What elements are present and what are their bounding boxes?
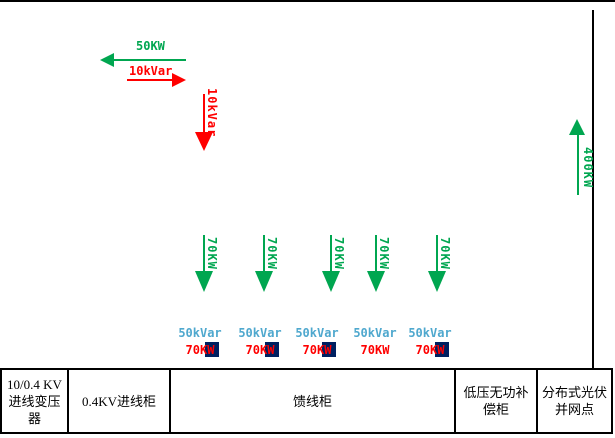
feeder-arrow-line [375,235,377,273]
feeder-flow-label: 70KW [438,237,452,270]
pv-arrow-up-icon [569,119,585,135]
reactive-down-arrow-icon [195,132,213,151]
active-export-arrow-line [112,59,186,61]
feeder-active-label: 70KW [169,342,231,357]
feeder-value-labels: 50kVar 70KW [399,326,461,357]
w-highlight-box [265,342,280,357]
feeder-reactive-label: 50kVar [178,326,222,340]
feeder-flow-label: 70KW [332,237,346,270]
w-highlight-box [435,342,450,357]
table-cell-incoming-cabinet: 0.4KV进线柜 [69,370,171,432]
feeder-column-4: 70KW 50kVar 70KW [345,230,407,364]
table-cell-feeder-cabinet: 馈线柜 [171,370,456,432]
pv-arrow-line [577,135,579,195]
feeder-value-labels: 50kVar 70KW [169,326,231,357]
feeder-arrow-down-icon [195,271,213,292]
active-export-arrow-left-icon [100,53,114,67]
pv-injection-label: 400KW [581,147,595,189]
reactive-down-label: 10kVar [205,88,219,138]
table-cell-pv-connection: 分布式光伏并网点 [541,385,607,417]
table-cell-incoming-transformer: 10/0.4 KV进线变压器 [2,370,69,432]
feeder-reactive-label: 50kVar [353,326,397,340]
feeder-reactive-label: 50kVar [238,326,282,340]
grid-export-active-label: 50KW [136,39,165,53]
reactive-import-arrow-line [127,79,172,81]
reactive-import-arrow-right-icon [172,73,186,87]
feeder-arrow-down-icon [367,271,385,292]
feeder-value-labels: 50kVar 70KW [286,326,348,357]
feeder-flow-label: 70KW [205,237,219,270]
feeder-arrow-down-icon [428,271,446,292]
w-highlight-box [322,342,337,357]
reactive-down-arrow-line [203,94,205,134]
feeder-arrow-line [263,235,265,273]
feeder-active-label: 70KW [286,342,348,357]
feeder-arrow-line [330,235,332,273]
feeder-active-label: 70KW [229,342,291,357]
grid-import-reactive-label: 10kVar [129,64,173,78]
feeder-value-labels: 50kVar 70KW [229,326,291,357]
feeder-column-2: 70KW 50kVar 70KW [233,230,295,364]
feeder-column-5: 70KW 50kVar 70KW [406,230,468,364]
feeder-active-label: 70KW [360,343,390,357]
feeder-column-3: 70KW 50kVar 70KW [295,230,362,364]
feeder-flow-label: 70KW [265,237,279,270]
feeder-reactive-label: 50kVar [295,326,339,340]
grid-bus-line [0,0,615,2]
feeder-active-label: 70KW [399,342,461,357]
feeder-arrow-down-icon [322,271,340,292]
feeder-arrow-line [436,235,438,273]
feeder-value-labels: 50kVar 70KW [344,326,406,357]
feeder-arrow-down-icon [255,271,273,292]
table-cell-compensation-cabinet: 低压无功补偿柜 [456,370,538,432]
w-highlight-box [205,342,220,357]
feeder-reactive-label: 50kVar [408,326,452,340]
feeder-arrow-line [203,235,205,273]
feeder-flow-label: 70KW [377,237,391,270]
feeder-column-1: 70KW 50kVar 70KW [173,230,235,364]
pv-riser-line [592,10,594,368]
equipment-legend-table: 10/0.4 KV进线变压器 0.4KV进线柜 馈线柜 低压无功补偿柜 分布式光… [0,368,613,434]
